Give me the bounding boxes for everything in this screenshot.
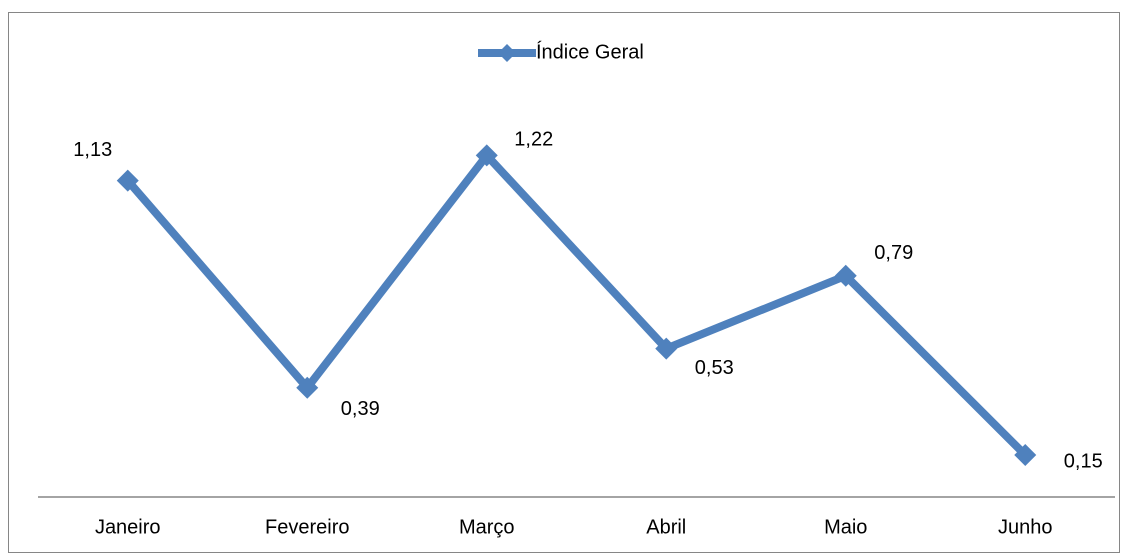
marker [834,264,857,287]
marker [655,337,678,360]
data-label: 0,53 [695,357,734,379]
data-label: 0,39 [341,398,380,420]
x-tick-label: Abril [646,516,686,538]
data-label: 1,22 [514,129,553,151]
x-tick-label: Junho [998,516,1053,538]
data-label: 1,13 [73,139,112,161]
chart-frame [8,12,1120,553]
marker [296,376,319,399]
data-label: 0,15 [1064,450,1103,472]
x-tick-label: Janeiro [95,516,161,538]
marker [116,169,139,192]
marker [475,144,498,167]
x-tick-label: Maio [824,516,867,538]
marker [1014,444,1037,466]
legend-marker [498,44,516,62]
series-line [124,151,1029,458]
data-label: 0,79 [874,242,913,264]
x-tick-label: Fevereiro [265,516,349,538]
x-tick-label: Março [459,516,515,538]
legend-label: Índice Geral [536,40,644,63]
